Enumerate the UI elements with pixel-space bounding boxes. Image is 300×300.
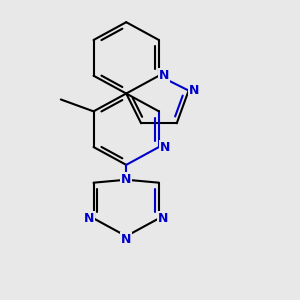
Text: N: N — [121, 173, 131, 186]
Text: N: N — [121, 233, 131, 246]
Text: N: N — [189, 84, 199, 97]
Text: N: N — [160, 140, 170, 154]
Text: N: N — [84, 212, 94, 225]
Text: N: N — [159, 69, 169, 82]
Text: N: N — [158, 212, 169, 225]
